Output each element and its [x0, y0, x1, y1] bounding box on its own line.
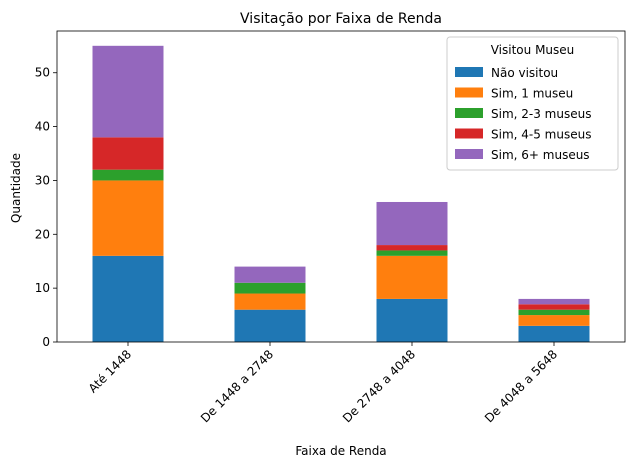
bar-segment [234, 282, 306, 294]
legend-entry-label: Sim, 4-5 museus [491, 128, 591, 142]
bar-segment [92, 255, 164, 342]
bar-segment [376, 245, 448, 251]
legend-title: Visitou Museu [491, 43, 575, 57]
bar-segment [234, 293, 306, 310]
legend-frame [446, 36, 619, 171]
bar-segment [92, 180, 164, 256]
y-axis-label: Quantidade [9, 153, 23, 223]
x-tick-label: Até 1448 [86, 347, 134, 395]
legend-swatch [455, 108, 483, 118]
bar-segment [92, 169, 164, 181]
x-tick-label: De 2748 a 4048 [340, 347, 418, 425]
legend-entry-label: Sim, 1 museu [491, 87, 573, 101]
x-axis-label: Faixa de Renda [295, 444, 386, 458]
legend-swatch [455, 128, 483, 139]
bar-segment [376, 250, 448, 256]
bar-segment [92, 45, 164, 138]
bar-segment [518, 304, 590, 310]
legend-entry-label: Sim, 6+ museus [491, 148, 590, 162]
legend-entry-label: Não visitou [491, 66, 558, 80]
y-tick-label: 50 [35, 66, 50, 80]
legend-swatch [455, 67, 483, 77]
bar-segment [518, 325, 590, 342]
x-tick-label: De 1448 a 2748 [198, 347, 276, 425]
bar-segment [518, 315, 590, 326]
legend: Visitou Museu Não visitou Sim, 1 museu Sim,… [446, 36, 619, 171]
bar-segment [234, 309, 306, 342]
bar-segment [376, 298, 448, 342]
y-tick-label: 30 [35, 173, 50, 187]
y-tick-label: 40 [35, 120, 50, 134]
bars-layer [92, 45, 590, 342]
legend-swatch [455, 149, 483, 159]
bar-segment [518, 298, 590, 305]
y-tick-label: 20 [35, 227, 50, 241]
legend-swatch [455, 87, 483, 98]
bar-segment [376, 255, 448, 299]
plot-frame [56, 30, 626, 343]
y-tick-label: 0 [42, 335, 50, 349]
bar-segment [234, 266, 306, 283]
y-axis: 0 10 20 30 40 50 [35, 66, 57, 349]
x-tick-label: De 4048 a 5648 [482, 347, 560, 425]
legend-entry-label: Sim, 2-3 museus [491, 107, 591, 121]
x-axis: Até 1448 De 1448 a 2748 De 2748 a 4048 De 4… [86, 342, 560, 425]
bar-segment [92, 137, 164, 170]
bar-segment [518, 309, 590, 316]
y-tick-label: 10 [35, 281, 50, 295]
chart-title: Visitação por Faixa de Renda [240, 11, 442, 27]
bar-segment [376, 201, 448, 246]
